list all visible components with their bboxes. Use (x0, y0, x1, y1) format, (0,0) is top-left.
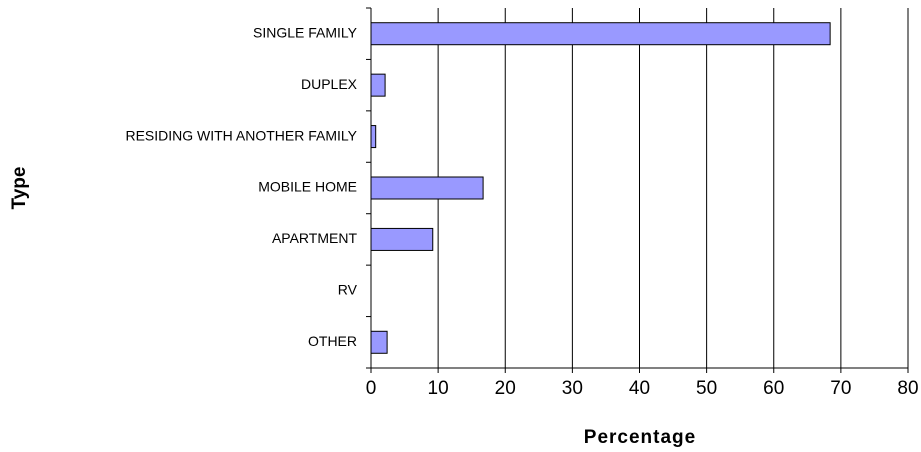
x-tick-label: 50 (696, 378, 717, 399)
bar (370, 22, 831, 46)
x-tick-label: 70 (830, 378, 851, 399)
bar (370, 73, 386, 97)
y-axis-title: Type (9, 167, 30, 210)
bar (370, 176, 484, 200)
x-tick-label: 10 (428, 378, 449, 399)
y-tick-label: RESIDING WITH ANOTHER FAMILY (125, 127, 357, 143)
x-tick-label: 60 (763, 378, 784, 399)
y-tick-label: RV (338, 282, 358, 298)
x-tick-label: 20 (495, 378, 516, 399)
bar (370, 125, 377, 149)
y-tick-label: MOBILE HOME (258, 179, 357, 195)
bar (370, 330, 388, 354)
y-tick-label: SINGLE FAMILY (253, 24, 358, 40)
y-tick-label: OTHER (308, 333, 357, 349)
x-axis-title: Percentage (584, 427, 696, 448)
x-tick-label: 80 (897, 378, 918, 399)
y-tick-label: APARTMENT (272, 230, 357, 246)
y-tick-label: DUPLEX (301, 76, 358, 92)
x-tick-label: 0 (366, 378, 377, 399)
x-tick-label: 30 (562, 378, 583, 399)
bar (370, 227, 434, 251)
x-tick-label: 40 (629, 378, 650, 399)
